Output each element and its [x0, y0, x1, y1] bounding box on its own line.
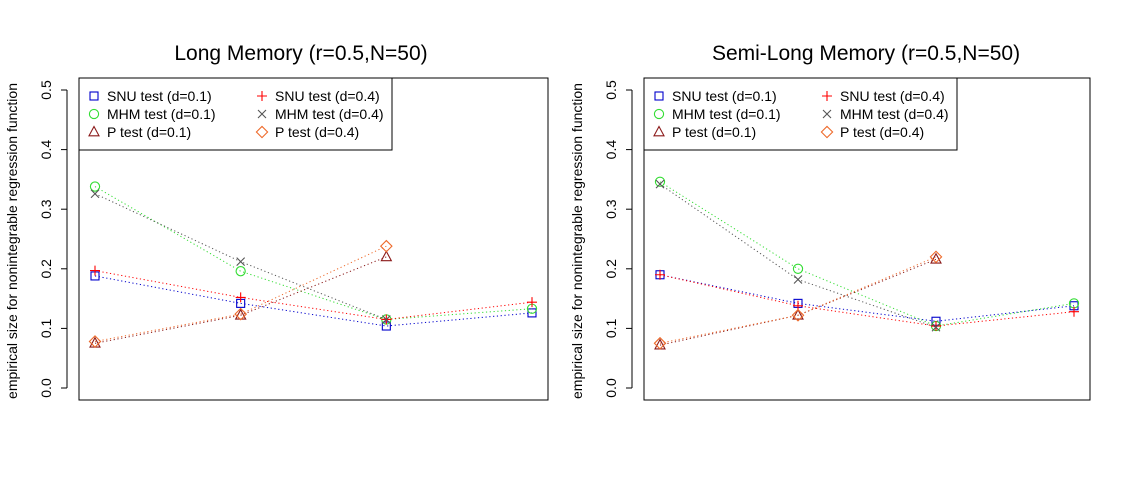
data-point: [236, 257, 246, 267]
data-point: [234, 307, 248, 321]
chart-title: Semi-Long Memory (r=0.5,N=50): [712, 42, 1020, 65]
legend-marker: [88, 108, 100, 120]
legend-label: MHM test (d=0.4): [275, 106, 384, 122]
series-2: [89, 181, 538, 325]
series-line: [94, 186, 533, 320]
data-point: [1069, 306, 1079, 317]
chart-title: Long Memory (r=0.5,N=50): [174, 42, 427, 65]
legend-marker: [654, 91, 664, 101]
legend-label: P test (d=0.1): [672, 124, 756, 140]
legend: SNU test (d=0.1) MHM test (d=0.1) P test (…: [78, 77, 393, 151]
legend-label: MHM test (d=0.1): [672, 106, 781, 122]
data-point: [792, 308, 804, 320]
y-tick-label: 0.0: [603, 378, 619, 398]
series-1: [655, 270, 1079, 326]
data-point: [793, 275, 803, 284]
y-tick-label: 0.3: [38, 199, 54, 219]
data-point: [90, 265, 100, 276]
legend-marker: [257, 109, 267, 119]
y-tick-label: 0.2: [603, 259, 619, 279]
data-point: [655, 179, 665, 189]
series-4: [655, 269, 1079, 332]
legend-marker: [88, 125, 100, 137]
legend-box: [643, 77, 958, 151]
data-point: [380, 250, 393, 262]
data-point: [379, 239, 393, 253]
legend-marker: [822, 109, 832, 119]
legend-marker: [255, 125, 269, 139]
legend-marker: [822, 91, 832, 101]
y-axis-label: empirical size for nonintegrable regress…: [4, 83, 20, 399]
data-point: [90, 189, 100, 199]
y-tick-label: 0.5: [603, 80, 619, 100]
data-point: [655, 269, 665, 280]
y-tick-label: 0.2: [38, 259, 54, 279]
legend: SNU test (d=0.1) MHM test (d=0.1) P test (…: [643, 77, 958, 151]
series-line: [94, 275, 533, 327]
data-point: [791, 308, 805, 322]
data-point: [929, 250, 943, 264]
data-point: [654, 176, 666, 187]
legend-label: P test (d=0.1): [107, 124, 191, 140]
y-tick-label: 0.4: [38, 140, 54, 160]
legend-label: MHM test (d=0.4): [840, 106, 949, 122]
y-tick-label: 0.5: [38, 80, 54, 100]
data-point: [653, 336, 667, 350]
series-6: [653, 250, 943, 350]
series-4: [90, 265, 537, 325]
y-tick-label: 0.1: [603, 318, 619, 338]
data-point: [235, 266, 246, 277]
y-tick-label: 0.4: [603, 140, 619, 160]
legend-label: SNU test (d=0.1): [107, 88, 212, 104]
series-2: [654, 176, 1080, 332]
series-line: [94, 270, 533, 320]
legend-label: SNU test (d=0.4): [840, 88, 945, 104]
legend-label: P test (d=0.4): [275, 124, 359, 140]
data-point: [88, 335, 102, 348]
y-tick-label: 0.0: [38, 378, 54, 398]
data-point: [931, 321, 941, 332]
y-tick-label: 0.3: [603, 199, 619, 219]
series-line: [659, 256, 937, 344]
data-point: [381, 315, 391, 324]
series-5: [655, 179, 941, 332]
y-axis-label: empirical size for nonintegrable regress…: [569, 83, 585, 399]
legend-marker: [653, 125, 665, 137]
data-point: [931, 322, 941, 332]
series-line: [94, 256, 387, 344]
legend-marker: [257, 91, 267, 101]
series-5: [90, 189, 391, 324]
chart-panel-1: Long Memory (r=0.5,N=50) 0.0 0.1 0.2 0.3 0.4 0…: [4, 42, 549, 401]
legend-label: MHM test (d=0.1): [107, 106, 216, 122]
legend-marker: [89, 91, 99, 101]
legend-box: [78, 77, 393, 151]
data-point: [527, 297, 537, 308]
legend-label: SNU test (d=0.4): [275, 88, 380, 104]
legend-marker: [653, 108, 665, 120]
y-tick-label: 0.1: [38, 318, 54, 338]
series-6: [88, 239, 393, 348]
legend-label: P test (d=0.4): [840, 124, 924, 140]
series-line: [659, 274, 1075, 322]
series-line: [659, 274, 1075, 327]
data-point: [89, 181, 101, 192]
data-point: [235, 292, 246, 303]
legend-label: SNU test (d=0.1): [672, 88, 777, 104]
data-point: [792, 263, 804, 274]
chart-panel-2: Semi-Long Memory (r=0.5,N=50) 0.0 0.1 0.2 0.…: [569, 42, 1091, 401]
series-line: [659, 181, 1075, 327]
series-line: [94, 245, 387, 343]
legend-marker: [820, 125, 834, 139]
